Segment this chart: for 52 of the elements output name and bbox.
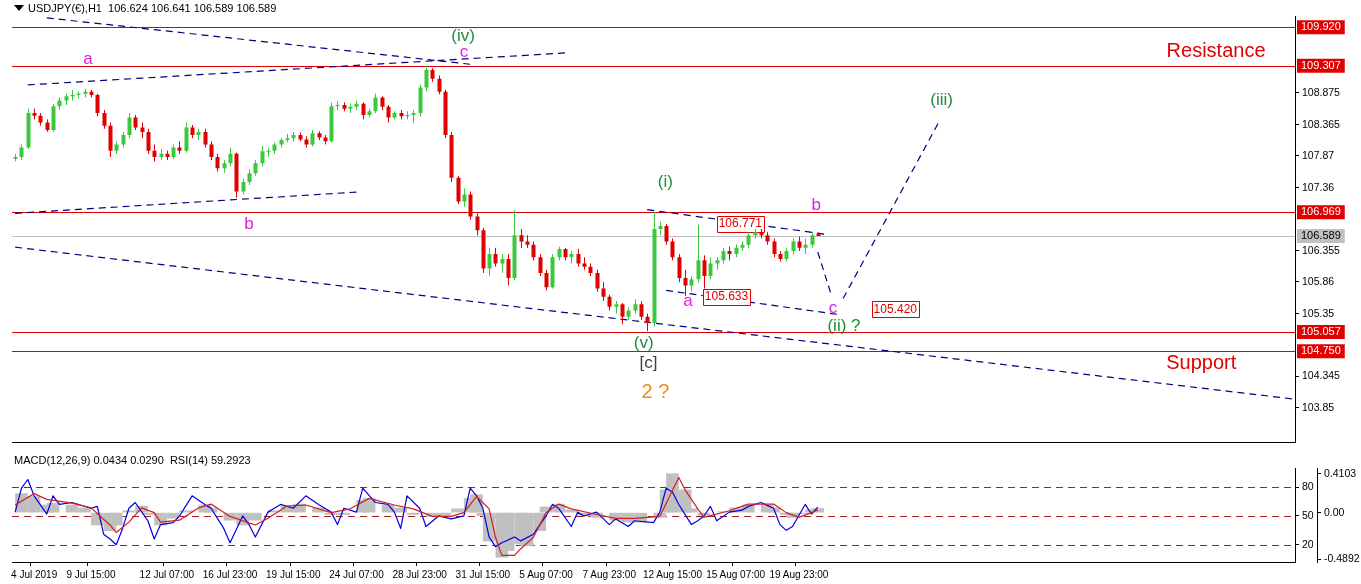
annotation: b (811, 195, 822, 215)
y-tick-label: 106.355 (1302, 243, 1341, 256)
annotation: 105.633 (704, 289, 749, 304)
y-tick-label: 104.345 (1302, 369, 1341, 382)
ref-line-label: 106.589 (1301, 229, 1341, 242)
annotation: (i) (657, 172, 673, 192)
chart-title: USDJPY(€),H1 106.624 106.641 106.589 106.589 (28, 2, 277, 14)
y-tick-label: 108.365 (1302, 117, 1341, 130)
annotation: 2 ? (641, 379, 670, 402)
x-tick-label: 12 Jul 07:00 (139, 568, 195, 580)
y-tick-label: 107.87 (1302, 148, 1335, 161)
annotation: 106.771 (718, 215, 763, 230)
x-tick-label: 31 Jul 15:00 (455, 568, 511, 580)
x-tick-label: 4 Jul 2019 (11, 568, 58, 580)
x-tick-label: 19 Jul 15:00 (266, 568, 321, 580)
y-tick-label: 20 (1302, 537, 1314, 550)
annotation: Support (1166, 351, 1237, 374)
ref-line-label: 106.969 (1301, 205, 1341, 218)
annotation: a (83, 48, 94, 68)
annotation: b (244, 214, 254, 234)
annotation: Resistance (1166, 38, 1266, 61)
y2-tick-label: 0.4103 (1324, 466, 1357, 479)
ref-line-label: 105.057 (1301, 325, 1341, 338)
annotation: (iii) (930, 89, 954, 109)
y-tick-label: 80 (1302, 480, 1314, 493)
x-tick-label: 12 Aug 15:00 (642, 568, 703, 580)
x-tick-label: 15 Aug 07:00 (706, 568, 766, 580)
annotation: (v) (633, 333, 654, 353)
y-tick-label: 107.36 (1302, 180, 1335, 193)
x-tick-label: 24 Jul 07:00 (329, 568, 385, 580)
ref-line-label: 109.307 (1301, 58, 1341, 71)
x-tick-label: 7 Aug 23:00 (582, 568, 637, 580)
annotation: a (683, 291, 694, 311)
ref-line-label: 109.920 (1301, 20, 1341, 33)
y-tick-label: 103.85 (1302, 400, 1335, 413)
annotation: (ii) ? (827, 316, 861, 336)
annotation: 105.420 (873, 301, 918, 316)
chart-title: MACD(12,26,9) 0.0434 0.0290 RSI(14) 59.2923 (14, 454, 251, 466)
x-tick-label: 5 Aug 07:00 (519, 568, 574, 580)
y-tick-label: 108.875 (1302, 85, 1341, 98)
x-tick-label: 28 Jul 23:00 (392, 568, 448, 580)
annotation: [c] (639, 353, 658, 373)
y-tick-label: 105.35 (1302, 306, 1335, 319)
x-tick-label: 19 Aug 23:00 (769, 568, 829, 580)
annotation: c (828, 298, 838, 318)
x-tick-label: 9 Jul 15:00 (66, 568, 116, 580)
y2-tick-label: -0.4892 (1324, 551, 1360, 564)
y-tick-label: 50 (1302, 508, 1314, 521)
ref-line-label: 104.750 (1301, 344, 1341, 357)
y2-tick-label: 0.00 (1324, 505, 1345, 518)
x-tick-label: 16 Jul 23:00 (202, 568, 258, 580)
y-tick-label: 105.86 (1302, 274, 1335, 287)
